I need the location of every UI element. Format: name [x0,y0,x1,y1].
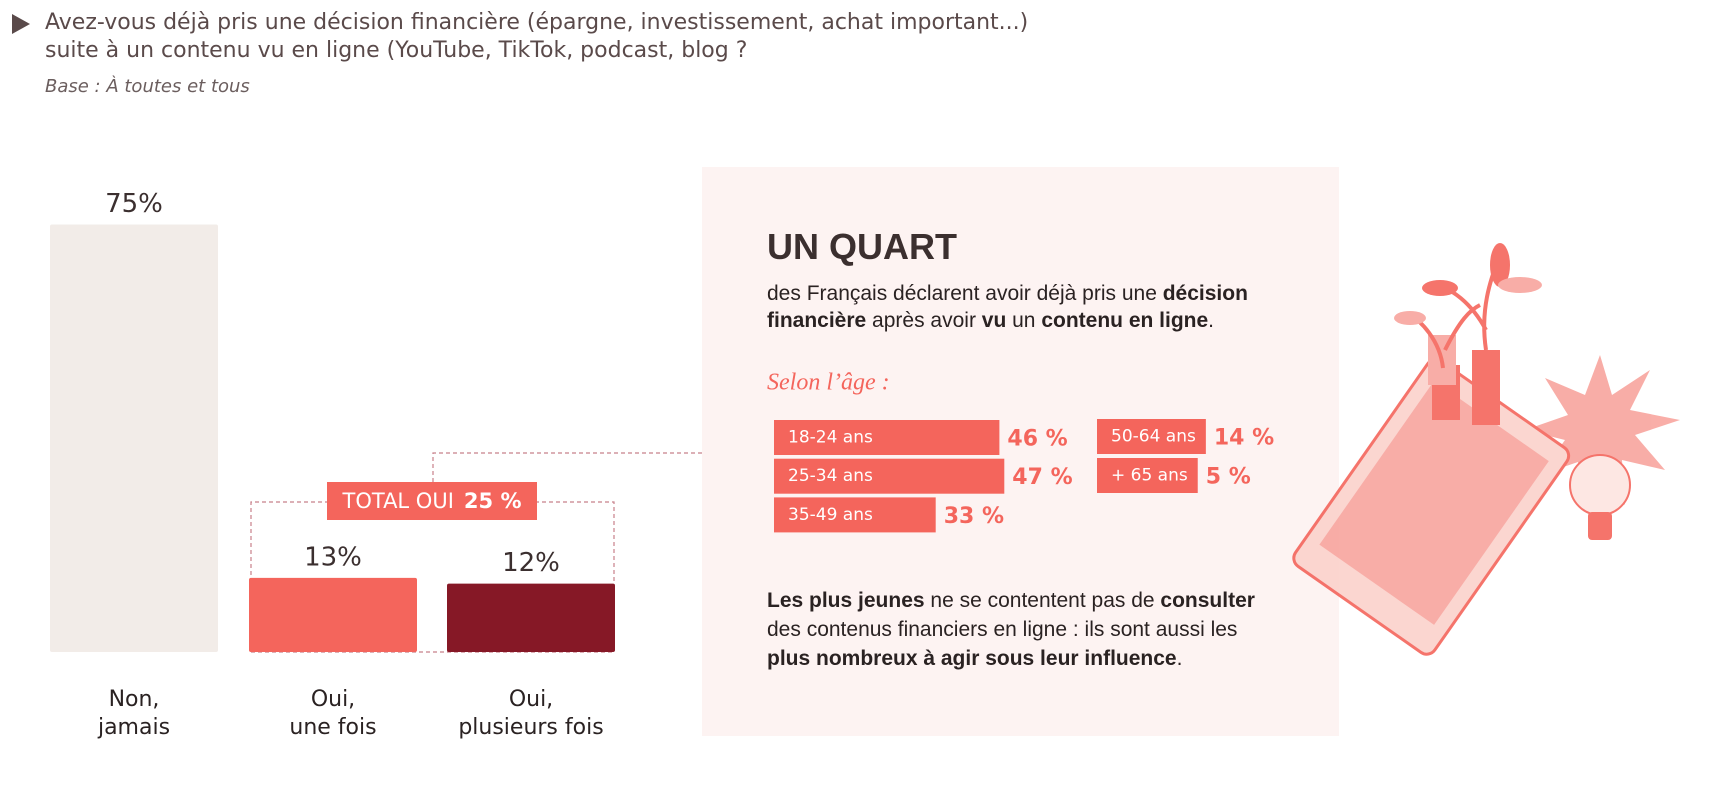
text-segment: vu [981,309,1007,332]
text-segment: . [1208,309,1215,332]
total-connector [432,452,702,482]
age-bar [774,420,1000,455]
age-value-label: 47 % [1012,465,1072,490]
category-label: Oui, plusieurs fois [458,687,604,740]
age-value-label: 46 % [1007,427,1067,452]
bar [50,224,218,652]
age-bar [774,497,936,533]
total-text: TOTAL OUI [342,489,454,513]
panel-heading: UN QUART [767,226,957,267]
age-category: 25-34 ans [788,466,873,486]
base-note: Base : À toutes et tous [45,76,250,97]
panel-conclusion: Les plus jeunes ne se contentent pas de … [767,586,1267,673]
text-segment: après avoir [866,309,982,332]
age-title: Selon l’âge : [767,370,890,396]
text-segment: des Français déclarent avoir déjà pris u… [767,282,1163,305]
total-box [327,482,537,520]
value-label: 13% [304,542,362,572]
bar [447,583,615,652]
bullet-arrow [12,14,30,34]
age-value-label: 5 % [1206,465,1251,490]
text-segment: plus nombreux à agir sous leur influence [767,647,1177,670]
total-value: 25 % [464,489,522,513]
text-segment: des contenus financiers en ligne : ils s… [767,618,1238,641]
text-segment: contenu en ligne [1041,309,1209,332]
text-segment: décision financière [767,282,1248,332]
age-category: + 65 ans [1111,466,1188,486]
text-segment: ne se contentent pas de [924,589,1161,612]
age-category: 50-64 ans [1111,427,1196,447]
illustration [1292,243,1680,656]
bar [249,577,417,652]
text-segment: consulter [1160,589,1255,612]
age-category: 35-49 ans [788,505,873,525]
text-segment: Les plus jeunes [767,589,925,612]
text-segment: un [1006,309,1042,332]
age-value-label: 14 % [1214,426,1274,451]
category-label: Non, jamais [97,687,171,740]
age-category: 18-24 ans [788,428,873,448]
question-title: Avez-vous déjà pris une décision financi… [45,10,1029,63]
value-label: 12% [502,548,560,578]
age-bar [1097,458,1198,493]
text-segment: . [1176,647,1183,670]
total-label: TOTAL OUI 25 % [342,489,522,513]
value-label: 75% [105,189,163,219]
age-bar [774,458,1005,494]
category-label: Oui, une fois [289,687,377,740]
panel-intro: des Français déclarent avoir déjà pris u… [767,280,1267,334]
age-value-label: 33 % [944,504,1004,529]
age-bar [1097,419,1206,454]
